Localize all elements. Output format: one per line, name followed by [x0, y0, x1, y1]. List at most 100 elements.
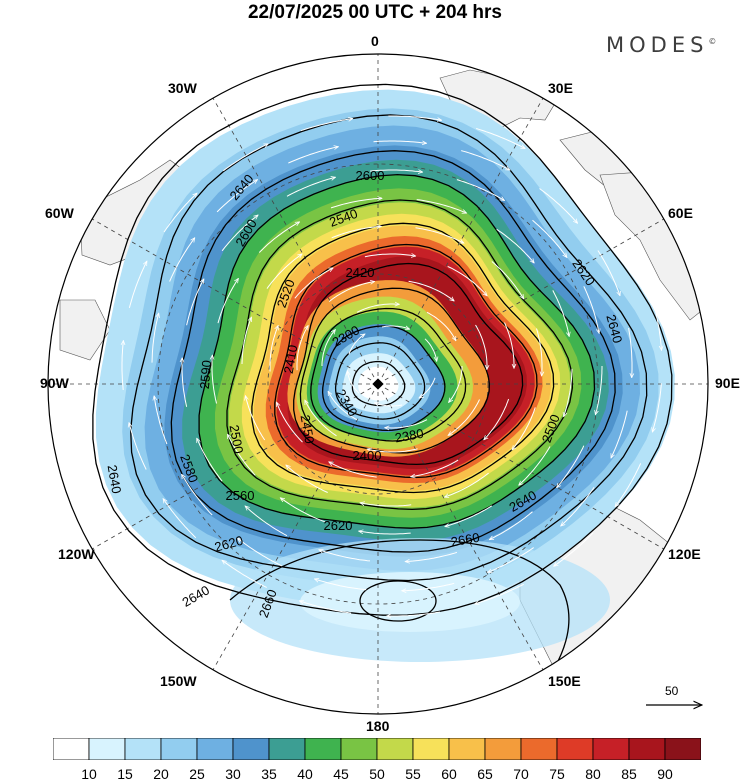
streamline-30 [288, 147, 338, 164]
streamline-1 [554, 532, 594, 567]
streamline-2 [475, 583, 524, 604]
longitude-label-30E: 30E [548, 80, 573, 96]
streamline-6 [163, 499, 197, 539]
streamline-17 [652, 301, 662, 350]
colorbar-label-25: 25 [189, 766, 205, 782]
colorbar-label-15: 15 [117, 766, 133, 782]
streamline-34 [597, 250, 620, 296]
streamline-100 [348, 334, 365, 355]
colorbar-label-65: 65 [477, 766, 493, 782]
longitude-label-0: 0 [371, 33, 379, 49]
colorbar-label-30: 30 [225, 766, 241, 782]
streamline-18 [652, 383, 662, 432]
streamline-42 [196, 438, 223, 482]
colorbar-swatch-7 [304, 738, 342, 760]
meridian [83, 213, 379, 385]
modes-logo: MODES© [606, 33, 716, 57]
streamline-79 [269, 326, 278, 372]
streamline-19 [610, 410, 628, 458]
contour-label-19: 2620 [324, 518, 353, 533]
contour-label-18: 2560 [226, 488, 255, 503]
streamline-48 [456, 179, 505, 201]
streamline-5 [222, 560, 267, 588]
streamline-51 [519, 446, 551, 486]
streamline-68 [245, 396, 266, 441]
streamline-92 [385, 419, 428, 428]
map-body: 2640 260025402600262026402420252023002340… [48, 54, 708, 714]
contour-label-15: 2400 [353, 448, 382, 463]
streamline-20 [561, 487, 595, 526]
meridian [377, 383, 549, 679]
streamline-31 [373, 141, 427, 143]
streamline-80 [294, 267, 333, 299]
colorbar-label-70: 70 [513, 766, 529, 782]
streamline-44 [186, 279, 204, 326]
streamline-39 [405, 551, 458, 561]
streamline-11 [222, 143, 268, 172]
streamline-54 [280, 498, 326, 523]
streamline-45 [221, 215, 258, 252]
streamline-14 [476, 128, 525, 149]
colorbar-swatch-1 [88, 738, 126, 760]
streamline-21 [488, 547, 534, 573]
streamline-56 [212, 355, 217, 404]
streamline-55 [227, 434, 256, 476]
colorbar-swatch-6 [268, 738, 306, 760]
streamline-96 [426, 311, 457, 341]
streamline-63 [564, 368, 573, 417]
map-border [47, 53, 709, 715]
colorbar-label-10: 10 [81, 766, 97, 782]
contour-label-6: 2420 [346, 265, 375, 280]
streamline-77 [329, 462, 377, 478]
colorbar-swatch-10 [412, 738, 450, 760]
contour-8 [299, 287, 491, 454]
streamline-99 [347, 371, 360, 394]
streamline-13 [388, 115, 441, 120]
streamline-94 [321, 330, 335, 366]
longitude-label-90E: 90E [715, 375, 740, 391]
landmass-4 [59, 299, 111, 361]
streamline-7 [129, 423, 147, 470]
streamline-83 [504, 322, 515, 369]
colorbar-label-55: 55 [405, 766, 421, 782]
contour-6 [274, 243, 538, 479]
meridian [377, 213, 673, 385]
streamline-97 [419, 377, 436, 398]
streamline-3 [387, 611, 441, 616]
streamline-43 [182, 358, 188, 407]
streamline-53 [359, 531, 411, 535]
streamline-84 [448, 399, 480, 436]
streamline-4 [299, 601, 352, 614]
contour-label-11: 2590 [197, 360, 214, 390]
contour-label-1: 2600 [356, 168, 385, 183]
wind-streamlines [122, 115, 662, 616]
longitude-label-60E: 60E [668, 205, 693, 221]
streamline-16 [615, 226, 642, 271]
brand-text: MODES [606, 33, 709, 57]
contour-label-22: 2660 [450, 530, 481, 550]
streamline-74 [536, 328, 543, 377]
contour-south-low [359, 580, 437, 622]
contour-7 [293, 262, 524, 466]
streamline-70 [266, 254, 302, 289]
latitude-circle [267, 273, 489, 495]
streamline-37 [557, 445, 585, 488]
copyright-mark: © [708, 37, 717, 46]
streamline-35 [628, 327, 632, 378]
longitude-label-180: 180 [366, 718, 390, 734]
streamline-22 [402, 582, 455, 591]
streamline-61 [496, 228, 535, 263]
streamline-65 [444, 472, 489, 497]
longitude-label-120E: 120E [668, 546, 701, 562]
streamline-102 [424, 338, 437, 362]
colorbar-label-50: 50 [369, 766, 385, 782]
streamline-91 [449, 366, 463, 402]
streamline-85 [367, 449, 418, 453]
streamline-95 [356, 304, 399, 313]
colorbar-label-60: 60 [441, 766, 457, 782]
contour-south-2660 [229, 539, 570, 691]
colorbar-label-80: 80 [585, 766, 601, 782]
colorbar-swatch-4 [196, 738, 234, 760]
contour-10 [321, 325, 446, 432]
